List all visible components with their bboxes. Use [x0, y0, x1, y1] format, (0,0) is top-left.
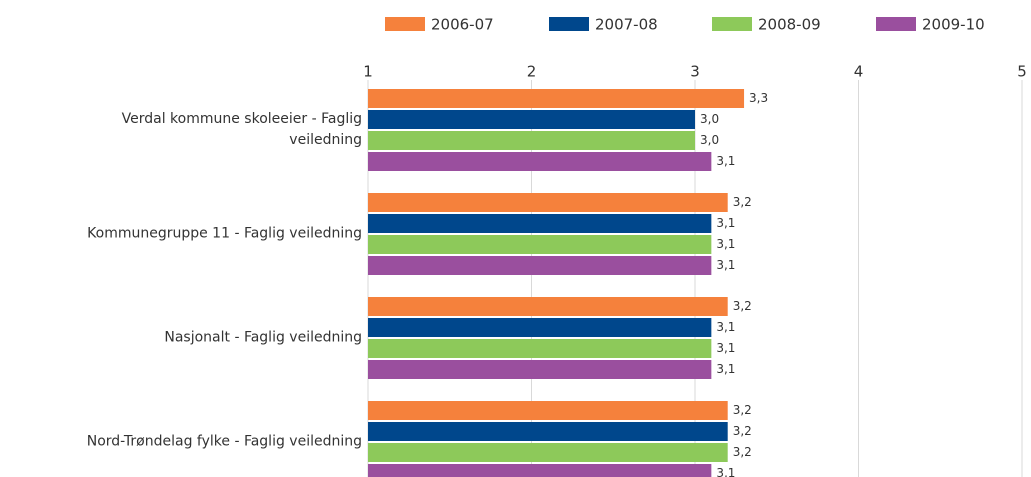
x-tick-label: 4 — [854, 63, 864, 81]
legend-label: 2006-07 — [431, 16, 494, 34]
data-label: 3,1 — [716, 320, 735, 334]
legend-label: 2009-10 — [922, 16, 985, 34]
legend-swatch — [876, 17, 916, 31]
bar — [368, 256, 712, 275]
legend-swatch — [385, 17, 425, 31]
bar — [368, 193, 728, 212]
bar — [368, 464, 712, 477]
legend-label: 2007-08 — [595, 16, 658, 34]
bar — [368, 110, 695, 129]
bar — [368, 131, 695, 150]
legend-swatch — [712, 17, 752, 31]
data-label: 3,2 — [733, 299, 752, 313]
data-label: 3,1 — [716, 362, 735, 376]
data-label: 3,1 — [716, 154, 735, 168]
data-label: 3,2 — [733, 445, 752, 459]
data-label: 3,0 — [700, 133, 719, 147]
bar — [368, 360, 712, 379]
data-label: 3,2 — [733, 195, 752, 209]
data-label: 3,1 — [716, 466, 735, 477]
bar — [368, 443, 728, 462]
bar — [368, 318, 712, 337]
x-tick-label: 2 — [527, 63, 537, 81]
y-tick-label: Verdal kommune skoleeier - Faglig veiled… — [121, 111, 362, 148]
x-tick-label: 1 — [363, 63, 373, 81]
x-tick-label: 5 — [1017, 63, 1027, 81]
legend-swatch — [549, 17, 589, 31]
bar — [368, 339, 712, 358]
x-tick-label: 3 — [690, 63, 700, 81]
bar — [368, 422, 728, 441]
legend-label: 2008-09 — [758, 16, 821, 34]
bar — [368, 152, 712, 171]
bar — [368, 214, 712, 233]
bar — [368, 89, 745, 108]
data-label: 3,0 — [700, 112, 719, 126]
y-tick-label: Nord-Trøndelag fylke - Faglig veiledning — [86, 433, 362, 450]
data-label: 3,2 — [733, 403, 752, 417]
data-label: 3,1 — [716, 341, 735, 355]
y-tick-label: Nasjonalt - Faglig veiledning — [164, 329, 362, 346]
data-label: 3,1 — [716, 258, 735, 272]
data-label: 3,1 — [716, 216, 735, 230]
bar — [368, 235, 712, 254]
data-label: 3,1 — [716, 237, 735, 251]
data-label: 3,2 — [733, 424, 752, 438]
data-label: 3,3 — [749, 91, 768, 105]
bar — [368, 297, 728, 316]
bar — [368, 401, 728, 420]
y-tick-label: Kommunegruppe 11 - Faglig veiledning — [87, 225, 362, 242]
